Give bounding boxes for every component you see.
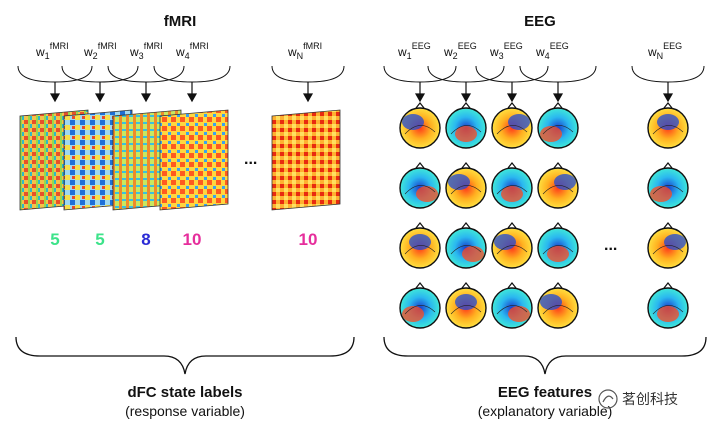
eeg-topomap [491,102,533,149]
eeg-topomap [491,282,533,329]
eeg-weight-4: w4EEG [535,41,569,61]
state-label-n: 10 [299,230,318,249]
eeg-weight-3: w3EEG [489,41,523,61]
fc-matrix-n [271,109,341,211]
fc-matrix-4 [159,109,229,211]
eeg-weight-2: w2EEG [443,41,477,61]
eeg-brace [383,336,707,375]
watermark: 茗创科技 [598,389,678,409]
eeg-weight-1: w1EEG [397,41,431,61]
eeg-topomap [537,222,579,269]
fmri-weight-1: w1fMRI [35,41,69,61]
eeg-topomap [445,222,487,269]
eeg-topomap [445,162,487,209]
eeg-topomap [647,222,689,269]
state-label-1: 5 [50,230,59,249]
eeg-topomap [537,102,579,149]
eeg-topomap [445,282,487,329]
state-label-4: 10 [183,230,202,249]
eeg-caption: EEG features [498,384,592,401]
eeg-topomap [491,222,533,269]
eeg-ellipsis: ... [604,237,617,254]
eeg-topomap [445,102,487,149]
fmri-caption: dFC state labels [127,384,242,401]
fmri-title: fMRI [164,13,197,30]
eeg-topomaps [399,102,689,329]
fmri-arrows [49,82,314,103]
state-label-2: 5 [95,230,104,249]
fmri-weight-n: wNfMRI [287,41,322,61]
fmri-weight-4: w4fMRI [175,41,209,61]
fmri-weight-2: w2fMRI [83,41,117,61]
eeg-weight-n: wNEEG [647,41,682,61]
fmri-subcaption: (response variable) [125,403,245,419]
eeg-weights: w1EEG w2EEG w3EEG w4EEG wNEEG [397,41,682,61]
eeg-topomap [647,162,689,209]
watermark-text: 茗创科技 [622,392,678,408]
eeg-topomap [537,282,579,329]
fmri-weight-arcs [17,65,345,83]
eeg-topomap [399,222,441,269]
state-label-3: 8 [141,230,150,249]
fmri-brace [15,336,355,375]
eeg-topomap [647,102,689,149]
fmri-weights: w1fMRI w2fMRI w3fMRI w4fMRI wNfMRI [35,41,322,61]
eeg-topomap [399,282,441,329]
fmri-weight-3: w3fMRI [129,41,163,61]
eeg-title: EEG [524,13,556,30]
fmri-matrices [19,109,341,211]
eeg-topomap [399,162,441,209]
eeg-topomap [491,162,533,209]
fmri-ellipsis: ... [244,151,257,168]
eeg-subcaption: (explanatory variable) [478,403,613,419]
eeg-topomap [537,162,579,209]
eeg-topomap [399,102,441,149]
eeg-topomap [647,282,689,329]
fmri-state-labels: 5 5 8 10 10 [50,230,317,249]
eeg-weight-arcs [383,65,705,83]
watermark-logo-icon [598,389,618,409]
eeg-arrows [414,82,674,103]
